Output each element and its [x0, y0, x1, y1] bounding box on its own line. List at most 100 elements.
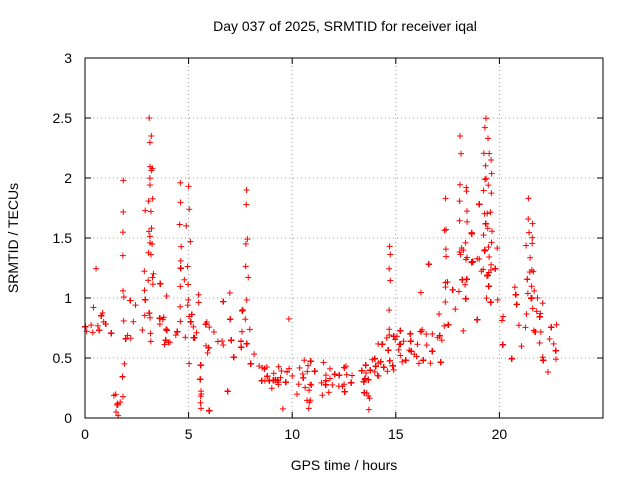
data-point: [146, 115, 153, 121]
data-point: [121, 360, 128, 367]
data-point: [319, 392, 326, 399]
data-point: [270, 370, 277, 377]
y-tick-label: 3: [64, 50, 72, 66]
data-point: [348, 379, 355, 386]
data-point: [141, 312, 148, 319]
data-point: [147, 251, 154, 258]
data-point: [442, 195, 449, 202]
data-point: [528, 283, 535, 290]
data-point: [375, 372, 382, 379]
data-point: [277, 374, 284, 381]
data-point: [395, 346, 402, 353]
data-point: [195, 291, 202, 298]
x-tick-label: 15: [388, 426, 404, 442]
data-point: [483, 175, 490, 182]
data-point: [427, 360, 434, 367]
data-point: [371, 355, 378, 362]
data-point: [457, 251, 464, 258]
data-point: [407, 330, 414, 337]
data-point: [147, 314, 154, 321]
data-point: [456, 181, 463, 188]
data-point: [458, 150, 465, 157]
data-point: [285, 315, 292, 322]
data-point: [387, 277, 394, 284]
data-point: [156, 321, 163, 328]
data-point: [386, 265, 393, 272]
data-point: [480, 150, 487, 157]
data-point: [238, 328, 245, 335]
data-point: [308, 381, 315, 388]
data-point: [120, 208, 127, 215]
data-point: [198, 405, 205, 412]
data-point: [124, 332, 131, 339]
data-point: [182, 334, 189, 341]
data-point: [147, 338, 154, 345]
data-point: [89, 329, 96, 336]
data-point: [553, 321, 560, 328]
data-point: [386, 357, 393, 364]
data-point: [441, 322, 448, 329]
data-point: [415, 360, 422, 367]
data-point: [150, 270, 157, 277]
data-point: [220, 342, 227, 349]
data-point: [537, 310, 544, 317]
data-point: [476, 201, 483, 208]
data-point: [162, 337, 169, 344]
data-point: [304, 397, 311, 404]
data-point: [320, 359, 327, 366]
data-point: [526, 229, 533, 236]
data-point: [546, 336, 553, 343]
x-tick-label: 5: [185, 426, 193, 442]
data-point: [270, 377, 277, 384]
data-point: [145, 198, 152, 205]
y-tick-label: 1.5: [53, 230, 73, 246]
data-point: [300, 374, 307, 381]
data-point: [485, 135, 492, 142]
data-point: [462, 281, 469, 288]
data-point: [474, 255, 481, 262]
data-point: [482, 220, 489, 227]
data-point: [402, 357, 409, 364]
data-point: [456, 217, 463, 224]
data-point: [481, 124, 488, 131]
data-point: [237, 338, 244, 345]
data-point: [488, 239, 495, 246]
data-point: [524, 276, 531, 283]
chart-title: Day 037 of 2025, SRMTID for receiver iqa…: [213, 18, 477, 34]
data-point: [399, 358, 406, 365]
y-tick-labels: 0 0.5 1 1.5 2 2.5 3: [53, 50, 73, 426]
data-point: [341, 364, 348, 371]
data-point: [485, 244, 492, 251]
data-point: [449, 286, 456, 293]
data-point: [375, 360, 382, 367]
data-point: [386, 331, 393, 338]
data-point: [531, 287, 538, 294]
data-point: [343, 371, 350, 378]
data-point: [525, 195, 532, 202]
data-point: [210, 328, 217, 335]
data-point: [149, 281, 156, 288]
data-point: [187, 238, 194, 245]
data-point: [94, 322, 101, 329]
data-point: [311, 368, 318, 375]
data-point: [525, 216, 532, 223]
data-point: [177, 265, 184, 272]
data-point: [119, 393, 126, 400]
data-point: [486, 253, 493, 260]
data-point: [147, 208, 154, 215]
x-tick-label: 0: [81, 426, 89, 442]
data-point: [146, 175, 153, 182]
data-point: [238, 344, 245, 351]
data-points: [82, 115, 560, 419]
data-point: [529, 234, 536, 241]
data-point: [185, 281, 192, 288]
data-point: [132, 302, 139, 309]
data-point: [145, 277, 152, 284]
data-point: [286, 365, 293, 372]
data-point: [149, 195, 156, 202]
data-point: [537, 328, 544, 335]
data-point: [336, 372, 343, 379]
data-point: [141, 268, 148, 275]
data-point: [498, 317, 505, 324]
data-point: [377, 358, 384, 365]
